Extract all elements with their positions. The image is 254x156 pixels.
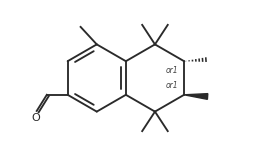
Text: or1: or1 <box>166 66 178 75</box>
Text: O: O <box>31 113 40 123</box>
Text: or1: or1 <box>166 81 178 90</box>
Polygon shape <box>184 94 208 99</box>
